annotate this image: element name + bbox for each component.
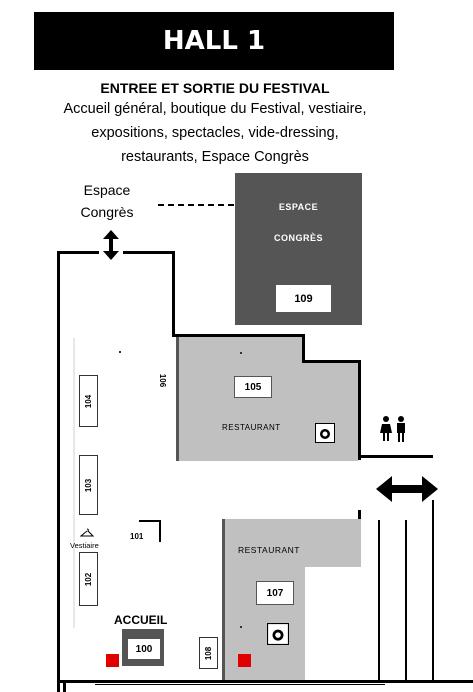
corridor-line-2 — [405, 520, 407, 680]
exit-marker-left — [106, 654, 119, 667]
room-102-label: 102 — [83, 572, 93, 586]
up-down-arrow-icon — [103, 230, 119, 260]
description-line-2: expositions, spectacles, vide-dressing, — [91, 125, 339, 141]
room-105-label: 105 — [234, 376, 272, 398]
room-100-label: 100 — [127, 638, 161, 660]
room-106-label: 106 — [158, 373, 168, 388]
room-101-wall-top — [139, 520, 161, 522]
left-right-arrow-icon — [376, 476, 438, 502]
room-108-label: 108 — [203, 646, 213, 660]
left-stand-guide — [73, 338, 75, 628]
hall-left-wall — [57, 251, 60, 692]
restaurant-lower-cutout — [305, 567, 361, 680]
restroom-icon — [380, 416, 405, 442]
room-107-label: 107 — [256, 581, 294, 605]
accueil-label: ACCUEIL — [114, 613, 168, 627]
room-101-wall-right — [159, 520, 161, 542]
restaurant-upper-area[interactable] — [176, 337, 302, 461]
description-line-1: Accueil général, boutique du Festival, v… — [63, 101, 367, 117]
hall-top-wall-left — [57, 251, 99, 254]
restaurant-lower-wall — [222, 519, 225, 680]
restaurant-lower-label: RESTAURANT — [238, 545, 300, 555]
exit-marker-right — [238, 654, 251, 667]
espace-congres-label-line1: Espace — [83, 182, 131, 198]
hall-inner-wall — [172, 251, 175, 337]
room-109-label: 109 — [275, 284, 332, 313]
dot — [119, 351, 121, 353]
hall-top-wall-right — [123, 251, 175, 254]
dot — [240, 352, 242, 354]
hall-step-wall-2 — [302, 334, 305, 363]
hall-right-exit-wall — [358, 455, 433, 458]
room-108[interactable]: 108 — [199, 637, 218, 669]
restaurant-upper-label: RESTAURANT — [222, 423, 281, 432]
espace-congres-label-line2: Congrès — [80, 204, 134, 220]
hanger-icon — [80, 528, 94, 537]
corridor-line-3 — [432, 500, 434, 680]
bottom-marker — [63, 683, 66, 692]
restaurant-upper-area-ext[interactable] — [302, 363, 358, 461]
hall-step-wall — [172, 334, 305, 337]
room-101-label: 101 — [130, 532, 144, 541]
congres-dashed-link — [158, 204, 234, 206]
dining-icon — [315, 423, 335, 443]
hall-bottom-wall — [57, 680, 473, 683]
room-103[interactable]: 103 — [79, 455, 98, 515]
espace-congres-room-line2: CONGRÈS — [273, 233, 323, 243]
room-104-label: 104 — [83, 394, 93, 408]
hall-bottom-line — [95, 684, 385, 685]
hall-right-wall-upper — [358, 360, 361, 460]
espace-congres-room-line1: ESPACE — [278, 202, 319, 212]
restaurant-upper-wall — [176, 337, 179, 461]
description-line-3: restaurants, Espace Congrès — [121, 149, 309, 165]
room-104[interactable]: 104 — [79, 375, 98, 427]
dining-icon — [267, 623, 289, 645]
room-103-label: 103 — [83, 478, 93, 492]
hall-step-wall-3 — [302, 360, 360, 363]
room-102[interactable]: 102 — [79, 552, 98, 606]
hall-title: HALL 1 — [34, 12, 394, 70]
dot — [240, 626, 242, 628]
corridor-line-1 — [378, 520, 380, 680]
hall-subtitle: ENTREE ET SORTIE DU FESTIVAL — [100, 80, 330, 96]
vestiaire-label: Vestiaire — [70, 541, 99, 550]
